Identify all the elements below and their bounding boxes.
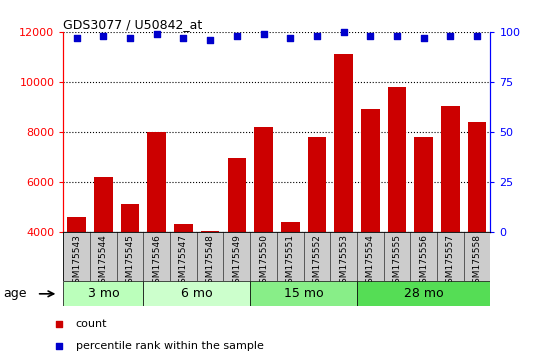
Point: [72, 35, 81, 41]
Bar: [148, 132, 166, 332]
Bar: [468, 122, 487, 332]
Point: [153, 31, 161, 37]
Bar: [414, 137, 433, 332]
Bar: [67, 217, 86, 332]
Point: [99, 33, 108, 39]
Text: GSM175546: GSM175546: [152, 234, 161, 289]
Bar: [228, 158, 246, 332]
Bar: [63, 281, 143, 306]
Text: GSM175549: GSM175549: [233, 234, 241, 289]
Point: [54, 321, 63, 327]
Bar: [121, 204, 139, 332]
Point: [473, 33, 482, 39]
Text: GSM175554: GSM175554: [366, 234, 375, 289]
Text: GSM175547: GSM175547: [179, 234, 188, 289]
Text: GSM175553: GSM175553: [339, 234, 348, 289]
Text: GSM175558: GSM175558: [473, 234, 482, 289]
Point: [179, 35, 188, 41]
Bar: [94, 177, 113, 332]
Text: 28 mo: 28 mo: [404, 287, 444, 300]
Point: [259, 31, 268, 37]
Point: [419, 35, 428, 41]
Text: GSM175556: GSM175556: [419, 234, 428, 289]
Bar: [174, 224, 193, 332]
Bar: [357, 281, 490, 306]
Text: GDS3077 / U50842_at: GDS3077 / U50842_at: [63, 18, 203, 31]
Text: GSM175557: GSM175557: [446, 234, 455, 289]
Bar: [143, 281, 250, 306]
Text: GSM175550: GSM175550: [259, 234, 268, 289]
Text: 3 mo: 3 mo: [88, 287, 119, 300]
Text: GSM175551: GSM175551: [286, 234, 295, 289]
Text: GSM175552: GSM175552: [312, 234, 321, 289]
Point: [233, 33, 241, 39]
Point: [392, 33, 401, 39]
Text: percentile rank within the sample: percentile rank within the sample: [75, 341, 263, 350]
Text: 15 mo: 15 mo: [284, 287, 323, 300]
Text: GSM175544: GSM175544: [99, 234, 108, 289]
Bar: [388, 87, 406, 332]
Bar: [441, 105, 460, 332]
Bar: [201, 230, 219, 332]
Point: [339, 29, 348, 35]
Bar: [334, 55, 353, 332]
Text: 6 mo: 6 mo: [181, 287, 213, 300]
Bar: [254, 127, 273, 332]
Text: age: age: [3, 287, 26, 300]
Text: GSM175543: GSM175543: [72, 234, 81, 289]
Point: [126, 35, 134, 41]
Text: GSM175555: GSM175555: [392, 234, 402, 289]
Point: [54, 343, 63, 348]
Text: GSM175548: GSM175548: [206, 234, 215, 289]
Point: [366, 33, 375, 39]
Point: [446, 33, 455, 39]
Bar: [281, 222, 300, 332]
Bar: [307, 137, 326, 332]
Bar: [361, 109, 380, 332]
Point: [312, 33, 321, 39]
Point: [206, 37, 214, 43]
Text: GSM175545: GSM175545: [126, 234, 134, 289]
Bar: [250, 281, 357, 306]
Point: [286, 35, 295, 41]
Text: count: count: [75, 319, 107, 329]
